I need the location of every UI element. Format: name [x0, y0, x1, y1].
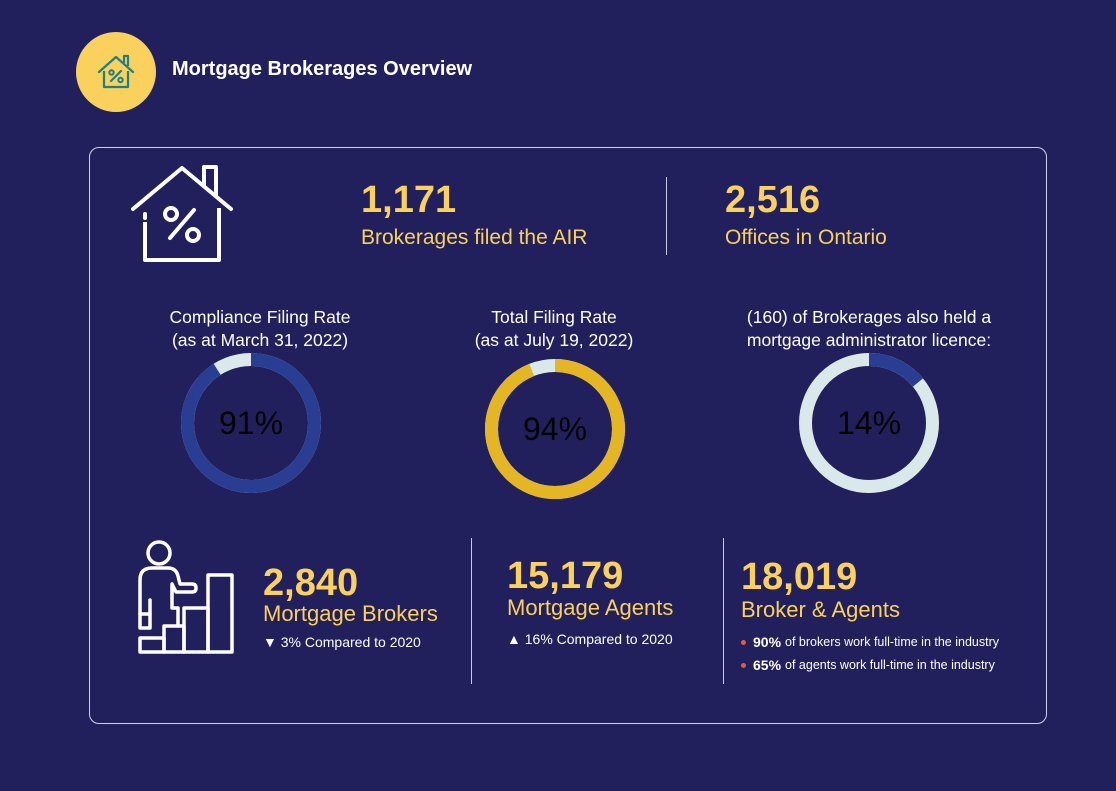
bullet-dot — [741, 662, 746, 668]
divider — [471, 538, 472, 684]
ring-value: 91% — [219, 405, 283, 441]
list-item: 90% of brokers work full-time in the ind… — [741, 634, 999, 650]
caption-line: Compliance Filing Rate — [169, 307, 351, 327]
ring-value: 94% — [523, 411, 587, 447]
house-percent-icon — [97, 54, 135, 89]
compliance-rate-donut: 91% — [181, 353, 321, 493]
caption-line: (160) of Brokerages also held a — [746, 307, 992, 327]
offices-value: 2,516 — [725, 179, 821, 221]
mortgage-agents-label: Mortgage Agents — [507, 595, 674, 620]
admin-licence-donut: 14% — [799, 353, 939, 493]
list-item: 65% of agents work full-time in the indu… — [741, 657, 995, 673]
broker-agents-label: Broker & Agents — [741, 597, 900, 622]
donut-segment — [799, 353, 939, 493]
bullet-text: of brokers work full-time in the industr… — [785, 635, 999, 649]
brokerages-filed-value: 1,171 — [361, 179, 457, 221]
bullet-pct: 65% — [753, 657, 782, 673]
page-title: Mortgage Brokerages Overview — [172, 58, 473, 80]
offices-label: Offices in Ontario — [725, 226, 887, 249]
career-ladder-icon — [138, 540, 234, 654]
donut-segment — [181, 353, 321, 493]
house-percent-icon — [131, 165, 233, 262]
admin-licence-caption: (160) of Brokerages also held a mortgage… — [714, 306, 1024, 352]
mortgage-brokers-label: Mortgage Brokers — [263, 601, 438, 626]
header-badge — [76, 32, 156, 112]
brokerages-filed-label: Brokerages filed the AIR — [361, 226, 588, 249]
mortgage-agents-value: 15,179 — [507, 555, 624, 597]
divider — [723, 538, 724, 684]
brokers-change: ▼ 3% Compared to 2020 — [263, 634, 421, 650]
caption-line: mortgage administrator licence: — [746, 329, 992, 350]
mortgage-brokers-value: 2,840 — [263, 562, 359, 604]
total-rate-caption: Total Filing Rate (as at July 19, 2022) — [424, 306, 684, 352]
donut-segment — [485, 359, 625, 499]
bullet-dot — [741, 639, 746, 645]
overview-panel — [89, 147, 1047, 724]
caption-line: (as at March 31, 2022) — [171, 329, 349, 350]
caption-line: (as at July 19, 2022) — [474, 329, 634, 350]
broker-agents-value: 18,019 — [741, 556, 858, 598]
divider — [666, 177, 667, 255]
compliance-rate-caption: Compliance Filing Rate (as at March 31, … — [130, 306, 390, 352]
ring-value: 14% — [837, 405, 901, 441]
agents-change: ▲ 16% Compared to 2020 — [507, 631, 673, 647]
caption-line: Total Filing Rate — [491, 307, 617, 327]
bullet-pct: 90% — [753, 634, 782, 650]
bullet-text: of agents work full-time in the industry — [785, 658, 995, 672]
total-rate-donut: 94% — [485, 359, 625, 499]
